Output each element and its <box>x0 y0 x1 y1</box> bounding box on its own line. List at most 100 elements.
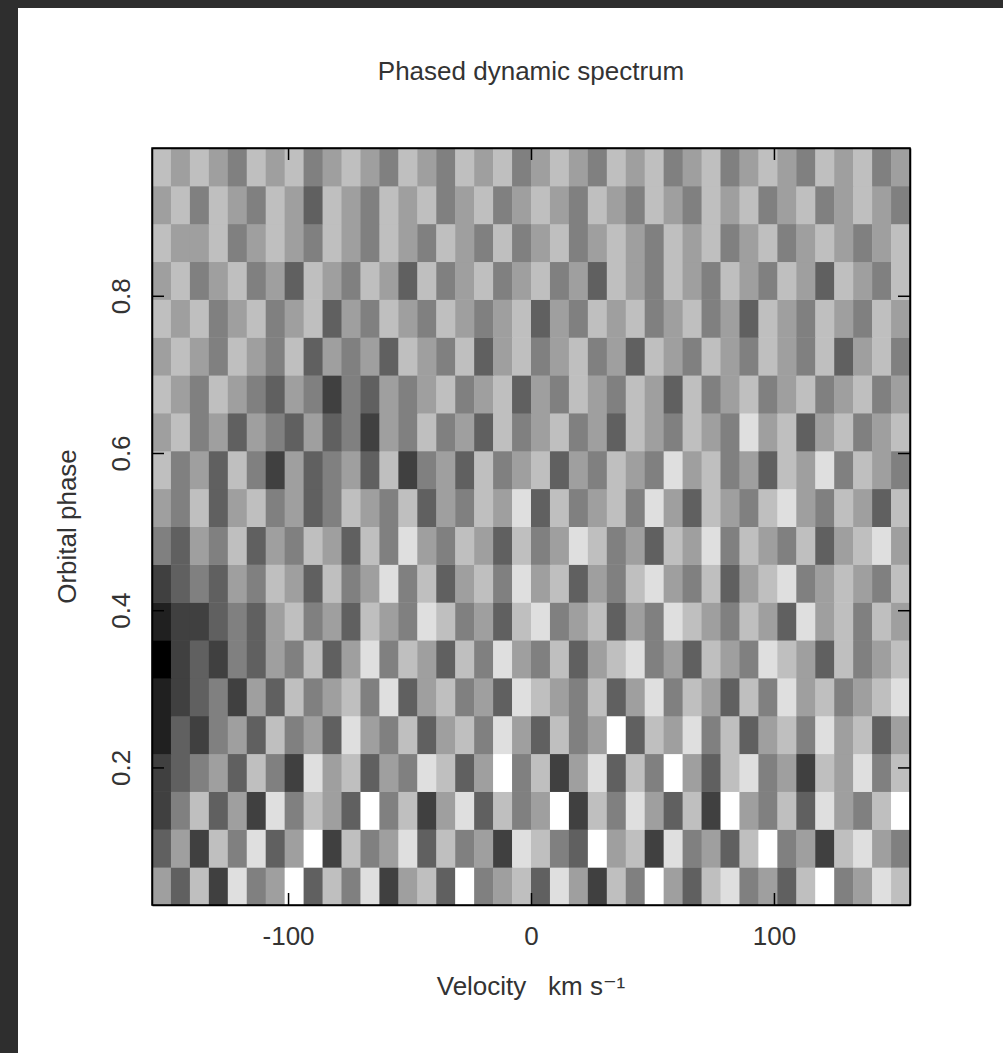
cell <box>323 413 342 451</box>
cell <box>304 413 323 451</box>
cell <box>531 602 550 640</box>
cell <box>152 489 171 527</box>
cell <box>323 640 342 678</box>
cell <box>683 489 702 527</box>
cell <box>683 564 702 602</box>
cell <box>285 186 304 224</box>
cell <box>853 527 872 565</box>
tick-mark <box>288 893 290 905</box>
cell <box>777 489 796 527</box>
cell <box>190 375 209 413</box>
cell <box>398 829 417 867</box>
cell <box>360 678 379 716</box>
cell <box>796 148 815 186</box>
cell <box>304 640 323 678</box>
cell <box>228 375 247 413</box>
cell <box>588 262 607 300</box>
cell <box>777 148 796 186</box>
cell <box>664 564 683 602</box>
cell <box>721 640 740 678</box>
cell <box>379 564 398 602</box>
cell <box>247 413 266 451</box>
cell <box>398 413 417 451</box>
cell <box>891 489 910 527</box>
cell <box>796 791 815 829</box>
cell <box>550 791 569 829</box>
cell <box>455 640 474 678</box>
cell <box>569 564 588 602</box>
cell <box>626 489 645 527</box>
cell <box>342 337 361 375</box>
cell <box>209 716 228 754</box>
cell <box>588 564 607 602</box>
y-axis-right <box>898 149 911 906</box>
cell <box>512 489 531 527</box>
cell <box>285 375 304 413</box>
cell <box>721 829 740 867</box>
cell <box>588 375 607 413</box>
cell <box>304 451 323 489</box>
cell <box>474 337 493 375</box>
cell <box>417 716 436 754</box>
cell <box>323 337 342 375</box>
cell <box>455 262 474 300</box>
cell <box>891 375 910 413</box>
cell <box>436 299 455 337</box>
tick-mark <box>531 148 533 160</box>
cell <box>304 489 323 527</box>
cell <box>702 640 721 678</box>
cell <box>607 829 626 867</box>
cell <box>702 489 721 527</box>
tick-label: 0.6 <box>106 435 136 471</box>
cell <box>569 451 588 489</box>
cell <box>834 754 853 792</box>
cell <box>493 451 512 489</box>
cell <box>607 262 626 300</box>
cell <box>342 640 361 678</box>
cell <box>398 148 417 186</box>
cell <box>853 602 872 640</box>
cell <box>209 451 228 489</box>
cell <box>891 299 910 337</box>
cell <box>702 602 721 640</box>
cell <box>171 186 190 224</box>
cell <box>891 262 910 300</box>
cell <box>171 299 190 337</box>
cell <box>493 867 512 905</box>
cell <box>379 527 398 565</box>
tick <box>288 148 289 160</box>
cell <box>323 754 342 792</box>
cell <box>550 224 569 262</box>
cell <box>777 564 796 602</box>
cell <box>550 299 569 337</box>
cell <box>702 716 721 754</box>
cell <box>664 413 683 451</box>
cell <box>796 829 815 867</box>
cell <box>569 224 588 262</box>
cell <box>569 640 588 678</box>
cell <box>474 867 493 905</box>
cell <box>872 867 891 905</box>
cell <box>739 564 758 602</box>
cell <box>512 413 531 451</box>
cell <box>796 754 815 792</box>
cell <box>531 413 550 451</box>
cell <box>266 299 285 337</box>
cell <box>569 867 588 905</box>
cell <box>645 564 664 602</box>
cell <box>607 299 626 337</box>
cell <box>739 413 758 451</box>
tick-mark <box>898 296 910 298</box>
cell <box>739 527 758 565</box>
cell <box>664 451 683 489</box>
cell <box>872 148 891 186</box>
cell <box>645 791 664 829</box>
cell <box>228 224 247 262</box>
cell <box>398 262 417 300</box>
cell <box>285 867 304 905</box>
cell <box>379 602 398 640</box>
cell <box>531 564 550 602</box>
cell <box>152 829 171 867</box>
cell <box>512 564 531 602</box>
cell <box>171 791 190 829</box>
